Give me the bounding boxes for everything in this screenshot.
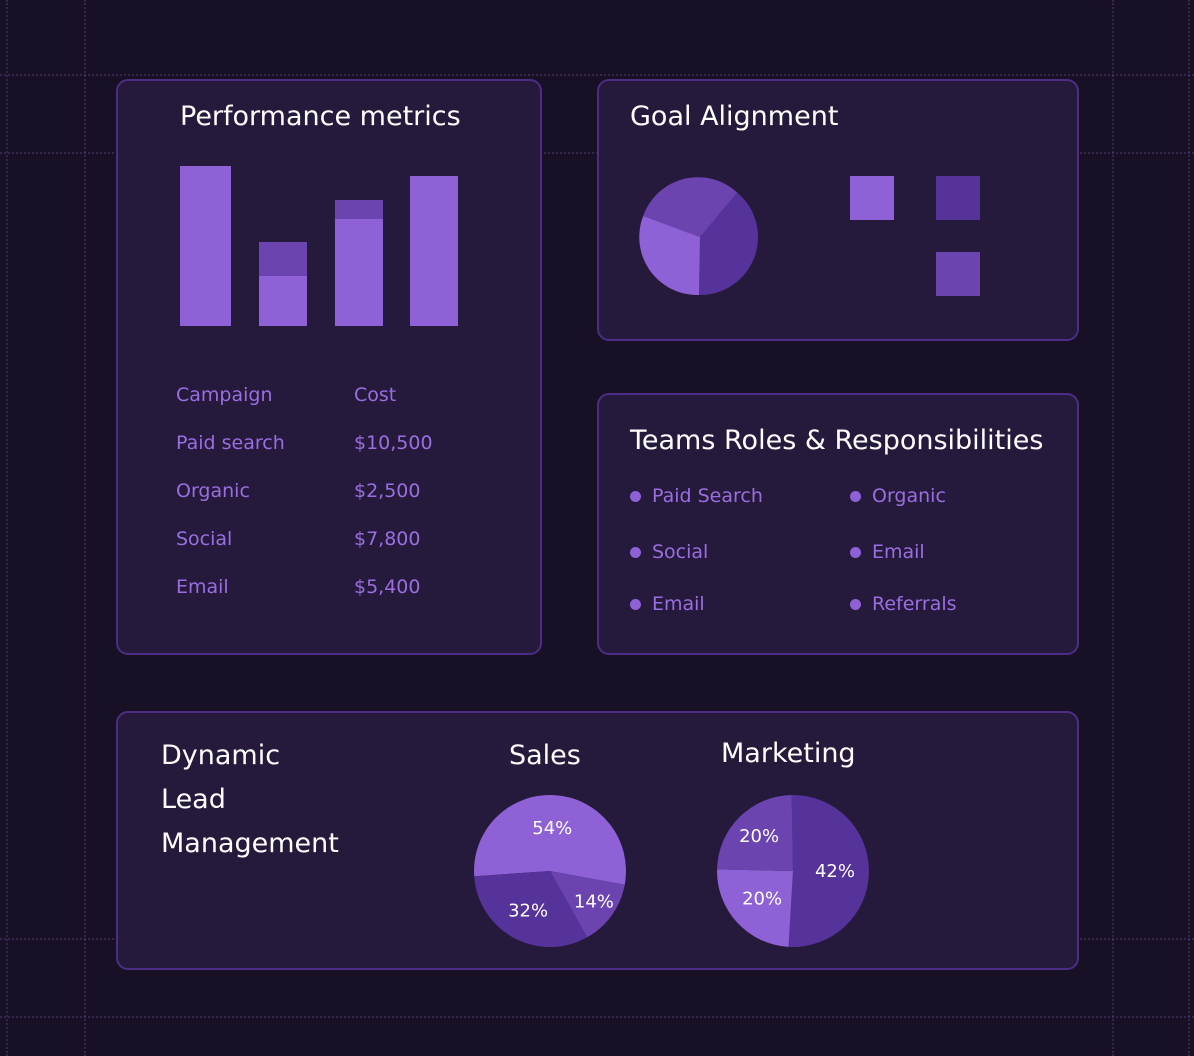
bar-1 — [180, 166, 231, 326]
table-cell-cost: $2,500 — [354, 480, 421, 502]
pie-slice — [474, 871, 588, 947]
role-item: Email — [850, 541, 925, 563]
pie-slice — [788, 794, 869, 947]
goal-pie-slice — [639, 216, 700, 296]
bullet-dot — [850, 598, 861, 610]
bar-3 — [335, 200, 383, 326]
goal-square — [936, 252, 980, 296]
marketing-title: Marketing — [721, 738, 856, 769]
pie-slice — [550, 871, 625, 938]
goal-square — [936, 176, 980, 220]
grid-line — [0, 1016, 1194, 1018]
goal-pie-slice — [643, 177, 738, 237]
pie-slice-label: 32% — [508, 901, 548, 922]
performance-metrics-title: Performance metrics — [180, 101, 461, 132]
pie-slice-label: 42% — [815, 861, 855, 882]
sales-pie-chart: 54% 14% 32% — [474, 794, 627, 947]
role-item: Referrals — [850, 593, 957, 615]
goal-pie — [639, 177, 758, 296]
lead-title-line: Management — [161, 828, 339, 859]
pie-slice-label: 20% — [742, 889, 782, 910]
table-cell-cost: $7,800 — [354, 528, 421, 550]
bar-2-segment — [259, 242, 307, 276]
pie-slice — [717, 869, 793, 947]
grid-line — [6, 0, 8, 1056]
lead-management-card: Dynamic Lead Management Sales 54% 14% 32% … — [116, 711, 1079, 970]
bar-4 — [410, 176, 458, 326]
teams-roles-title: Teams Roles & Responsibilities — [630, 425, 1044, 456]
table-cell-campaign: Social — [176, 528, 233, 550]
table-cell-campaign: Organic — [176, 480, 250, 502]
role-label: Referrals — [872, 593, 957, 615]
bar-3-segment — [335, 200, 383, 219]
role-item: Email — [630, 593, 705, 615]
role-item: Organic — [850, 485, 946, 507]
goal-alignment-title: Goal Alignment — [630, 101, 839, 132]
bullet-dot — [630, 490, 641, 502]
pie-slice-label: 20% — [739, 826, 779, 847]
grid-line — [0, 74, 1194, 76]
table-header-cost: Cost — [354, 384, 397, 406]
teams-roles-card: Teams Roles & Responsibilities Paid Sear… — [597, 393, 1079, 655]
role-label: Email — [872, 541, 925, 563]
pie-slice-label: 14% — [574, 891, 614, 912]
performance-metrics-card: Performance metrics Campaign Cost Paid s… — [116, 79, 542, 655]
goal-alignment-card: Goal Alignment — [597, 79, 1079, 341]
table-cell-campaign: Paid search — [176, 432, 285, 454]
sales-title: Sales — [509, 740, 581, 771]
role-label: Paid Search — [652, 485, 763, 507]
goal-pie-slice — [699, 192, 758, 296]
goal-square — [850, 176, 894, 220]
role-label: Organic — [872, 485, 946, 507]
grid-line — [84, 0, 86, 1056]
lead-title-line: Lead — [161, 784, 226, 815]
grid-line — [1112, 0, 1114, 1056]
bullet-dot — [850, 546, 861, 558]
bullet-dot — [630, 546, 641, 558]
role-item: Paid Search — [630, 485, 763, 507]
pie-slice — [717, 795, 793, 871]
table-cell-cost: $5,400 — [354, 576, 421, 598]
table-cell-cost: $10,500 — [354, 432, 433, 454]
role-label: Email — [652, 593, 705, 615]
table-cell-campaign: Email — [176, 576, 229, 598]
marketing-pie-chart: 42% 20% 20% — [717, 794, 869, 947]
pie-slice — [474, 794, 627, 885]
bullet-dot — [850, 490, 861, 502]
role-item: Social — [630, 541, 708, 563]
pie-slice-label: 54% — [532, 818, 572, 839]
grid-line — [1188, 0, 1190, 1056]
bullet-dot — [630, 598, 641, 610]
role-label: Social — [652, 541, 709, 563]
bar-2 — [259, 242, 307, 326]
lead-title-line: Dynamic — [161, 740, 281, 771]
table-header-campaign: Campaign — [176, 384, 273, 406]
